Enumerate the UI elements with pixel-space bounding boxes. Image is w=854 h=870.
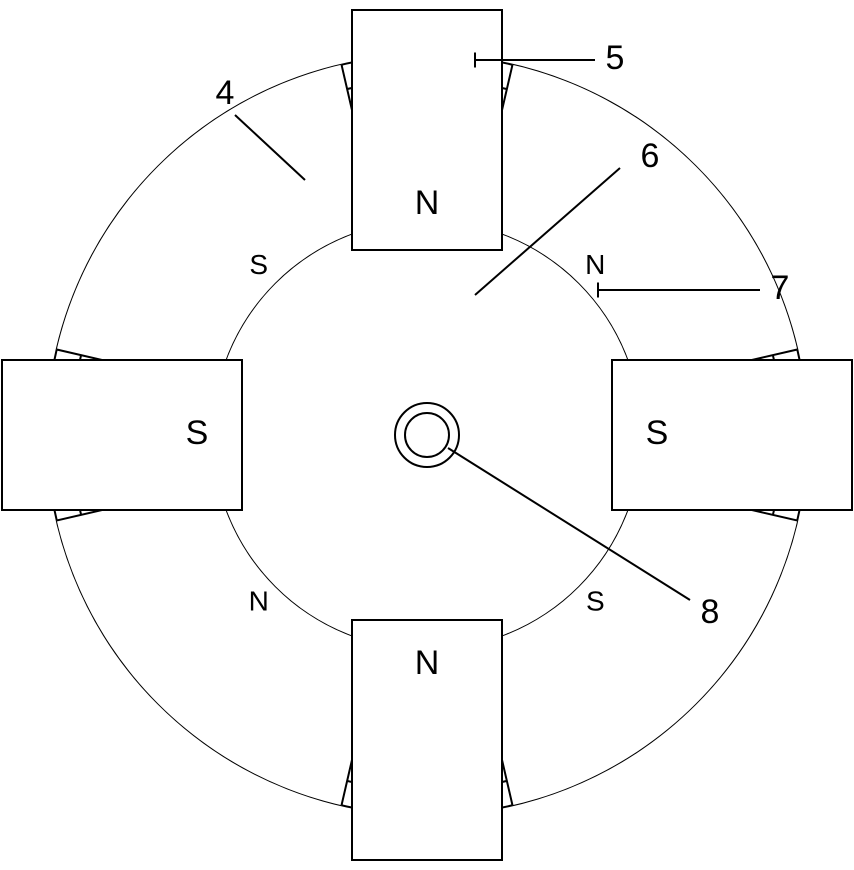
pole-label: N [415,644,440,682]
segment-label: S [586,586,605,617]
callout-number: 6 [641,137,660,175]
callout-number: 8 [701,593,720,631]
segment-label: N [585,249,605,280]
segment-label: N [249,586,269,617]
callout-number: 4 [216,74,235,112]
pole-label: S [186,414,209,452]
segment-label: S [249,249,268,280]
pole-label: N [415,184,440,222]
callout-number: 5 [606,39,625,77]
callout-number: 7 [771,269,790,307]
inner-circle [212,220,642,650]
hub-inner [405,413,449,457]
pole-label: S [646,414,669,452]
